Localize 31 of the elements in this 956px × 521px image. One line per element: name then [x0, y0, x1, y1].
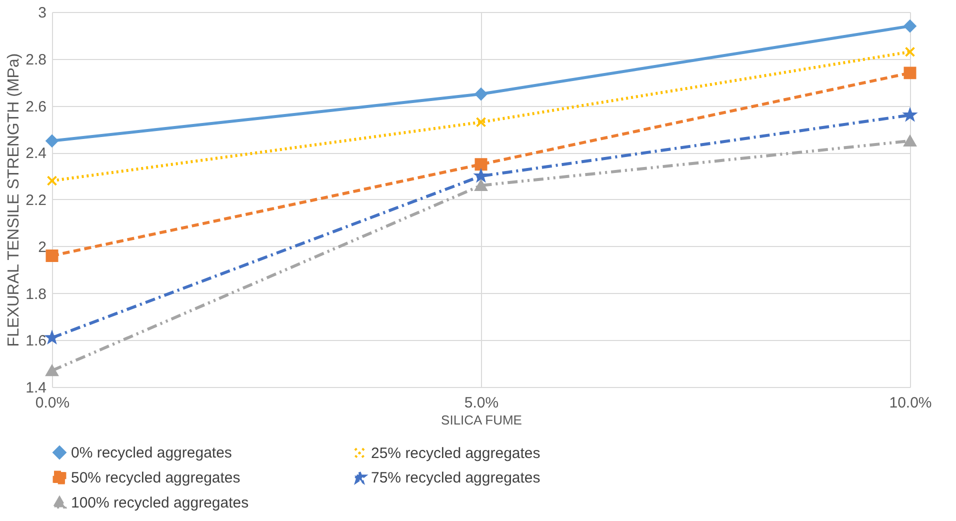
legend-label: 25% recycled aggregates — [371, 445, 540, 462]
x-tick-label: 0.0% — [35, 394, 70, 412]
point — [46, 176, 58, 186]
y-tick-label: 1.8 — [26, 286, 46, 303]
x-tick-label: 10.0% — [889, 394, 932, 412]
point — [904, 20, 916, 32]
y-tick-label: 2.6 — [26, 98, 46, 116]
point — [46, 365, 58, 376]
y-tick-label: 2.2 — [26, 192, 46, 209]
point — [904, 46, 916, 58]
y-tick-label: 2.4 — [26, 145, 46, 162]
y-tick-label: 1.6 — [26, 332, 46, 350]
x-tick-label: 5.0% — [464, 394, 499, 412]
point — [904, 135, 916, 146]
legend-label: 75% recycled aggregates — [371, 470, 540, 486]
point — [474, 88, 488, 100]
y-tick-label: 3 — [38, 4, 46, 22]
point — [474, 158, 488, 171]
legend-label: 100% recycled aggregates — [71, 494, 249, 512]
x-axis-title: SILICA FUME — [441, 412, 522, 428]
legend-label: 0% recycled aggregates — [71, 444, 232, 462]
y-tick-label: 2 — [38, 238, 46, 256]
point — [474, 180, 488, 191]
legend-label: 50% recycled aggregates — [71, 470, 240, 486]
y-tick-label: 1.4 — [26, 380, 46, 396]
point — [476, 116, 486, 128]
point — [46, 250, 58, 262]
y-axis-title: FLEXURAL TENSILE STRENGTH (MPa) — [6, 53, 23, 347]
y-tick-label: 2.8 — [26, 51, 46, 68]
point — [904, 66, 916, 80]
point — [46, 134, 58, 148]
